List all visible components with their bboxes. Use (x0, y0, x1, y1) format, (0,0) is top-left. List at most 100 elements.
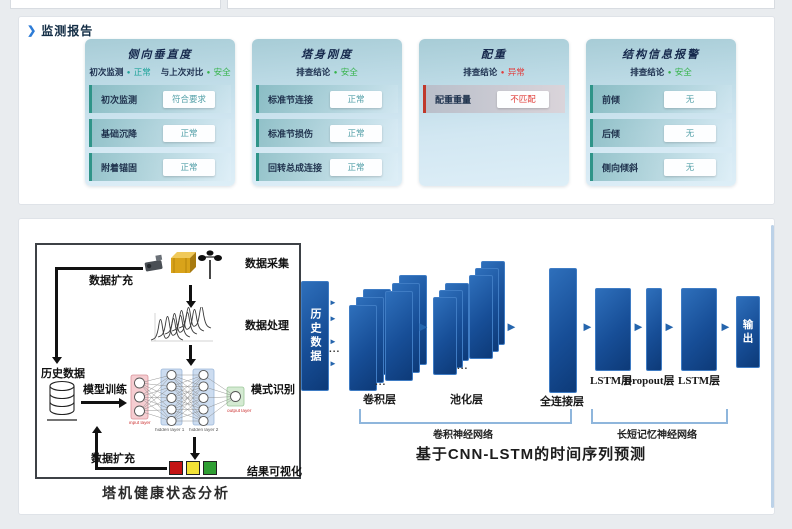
fc-layer-label: 全连接层 (540, 396, 584, 408)
nn-hidden2-label: hidden layer 2 (189, 428, 219, 433)
conv-layer-sheet (349, 305, 377, 391)
status-group: 初次监测 ● 正常 (89, 66, 150, 78)
check-row-label: 标准节连接 (268, 94, 314, 105)
check-row-label: 后倾 (602, 128, 621, 139)
fc-layer-block (549, 268, 577, 393)
flow-step-recognize-label: 模式识别 (251, 384, 295, 396)
waveforms-image (150, 307, 213, 342)
result-square-yellow (186, 461, 200, 475)
arrow-right-icon: ► (417, 319, 430, 334)
arrow-right-icon: ► (329, 298, 337, 307)
check-row: 后倾 无 (590, 119, 732, 147)
flowchart-caption: 塔机健康状态分析 (102, 485, 230, 501)
status-group: 排查结论 ● 异常 (463, 66, 524, 78)
flow-augment-top-label: 数据扩充 (89, 275, 133, 287)
check-row: 初次监测 符合要求 (89, 85, 231, 113)
arrow-right-icon: ► (663, 319, 676, 334)
result-chip: 符合要求 (163, 90, 215, 108)
status-dot-icon: ● (667, 70, 672, 76)
lstm1-block (595, 288, 631, 371)
card-title: 结构信息报警 (622, 49, 700, 61)
nn-hidden1-label: hidden layer 1 (155, 428, 185, 433)
cnn-group-bracket (359, 409, 572, 424)
report-section-header[interactable]: ❯ 监测报告 (27, 22, 93, 39)
status-value: 异常 (507, 67, 525, 77)
status-label: 与上次对比 (160, 67, 204, 77)
arrow-right-icon: ► (505, 319, 518, 334)
cnn-group-label: 卷积神经网络 (433, 430, 493, 441)
lstm2-label: LSTM层 (678, 375, 721, 387)
flow-step-collect-label: 数据采集 (245, 258, 289, 270)
flow-line (95, 433, 98, 469)
result-chip: 正常 (163, 124, 215, 142)
flow-line (55, 267, 143, 270)
card-title: 配重 (481, 49, 507, 61)
flow-line (189, 285, 192, 302)
arrow-right-icon: ► (632, 319, 645, 334)
flow-visualize-label: 结果可视化 (247, 466, 302, 478)
nn-input-layer-label: input layer (129, 421, 151, 426)
check-row-list: 前倾 无 后倾 无 侧向倾斜 无 (590, 85, 732, 181)
status-value: 正常 (133, 67, 151, 77)
check-row-label: 回转总成连接 (268, 162, 323, 173)
check-row-list: 初次监测 符合要求 基础沉降 正常 附着锚固 正常 (89, 85, 231, 181)
arrow-right-icon: ► (581, 319, 594, 334)
arrow-right-icon: ► (329, 359, 337, 368)
result-chip: 正常 (330, 90, 382, 108)
check-row: 标准节损伤 正常 (256, 119, 398, 147)
status-value: 安全 (213, 67, 231, 77)
check-row: 前倾 无 (590, 85, 732, 113)
status-dot-icon: ● (333, 70, 338, 76)
status-label: 初次监测 (89, 67, 124, 77)
cnn-input-label: 历史数据 (309, 308, 321, 364)
cnn-lstm-caption: 基于CNN-LSTM的时间序列预测 (415, 446, 647, 463)
status-value: 安全 (674, 67, 692, 77)
lstm1-label: LSTM层 (590, 375, 633, 387)
dropout-label: Dropout层 (624, 375, 675, 387)
lstm-group-bracket (591, 409, 728, 424)
check-row: 回转总成连接 正常 (256, 153, 398, 181)
check-row-list: 配重重量 不匹配 (423, 85, 565, 113)
dropout-block (646, 288, 662, 371)
result-chip: 正常 (330, 158, 382, 176)
scrollbar[interactable] (771, 225, 774, 508)
card-title: 塔身刚度 (301, 49, 353, 61)
arrow-right-icon (119, 397, 127, 408)
flow-augment-bottom-label: 数据扩充 (91, 453, 135, 465)
check-row: 标准节连接 正常 (256, 85, 398, 113)
result-chip: 正常 (163, 158, 215, 176)
flow-step-process-label: 数据处理 (245, 320, 289, 332)
arrow-right-icon: ► (719, 319, 732, 334)
conv-layer-sheet (385, 291, 413, 381)
conv-layer-label: 卷积层 (363, 394, 396, 406)
status-dot-icon: ● (500, 70, 505, 76)
arrow-down-icon (189, 453, 200, 460)
result-chip: 不匹配 (497, 90, 549, 108)
check-row-label: 附着锚固 (101, 162, 138, 173)
flow-train-label: 模型训练 (83, 384, 127, 396)
top-panel-fragment-left (10, 0, 221, 9)
card-status-line: 排查结论 ● 异常 (423, 66, 565, 78)
pool-layer-sheet (433, 297, 457, 375)
report-cards: 侧向垂直度 初次监测 ● 正常 与上次对比 ● 安全 初次监测 (85, 39, 736, 186)
check-row-label: 初次监测 (101, 94, 138, 105)
model-diagram-panel: 数据采集 数据扩充 数据处理 (18, 218, 775, 515)
status-dot-icon: ● (126, 70, 131, 76)
cnn-output-label: 输出 (741, 318, 754, 346)
card-status-line: 排查结论 ● 安全 (256, 66, 398, 78)
lstm2-block (681, 288, 717, 371)
status-label: 排查结论 (630, 67, 665, 77)
check-row-alert: 配重重量 不匹配 (423, 85, 565, 113)
ellipsis: ... (375, 377, 387, 388)
arrow-down-icon (185, 301, 196, 308)
arrow-right-icon: ► (329, 337, 337, 346)
monitoring-report-panel: ❯ 监测报告 侧向垂直度 初次监测 ● 正常 与上次对比 ● 安全 (18, 16, 775, 205)
lstm-group-label: 长短记忆神经网络 (617, 430, 697, 441)
check-row: 基础沉降 正常 (89, 119, 231, 147)
chevron-right-icon: ❯ (27, 25, 37, 37)
check-row-label: 侧向倾斜 (602, 162, 639, 173)
arrow-up-icon (91, 426, 102, 433)
result-chip: 正常 (330, 124, 382, 142)
card-title: 侧向垂直度 (127, 49, 193, 61)
